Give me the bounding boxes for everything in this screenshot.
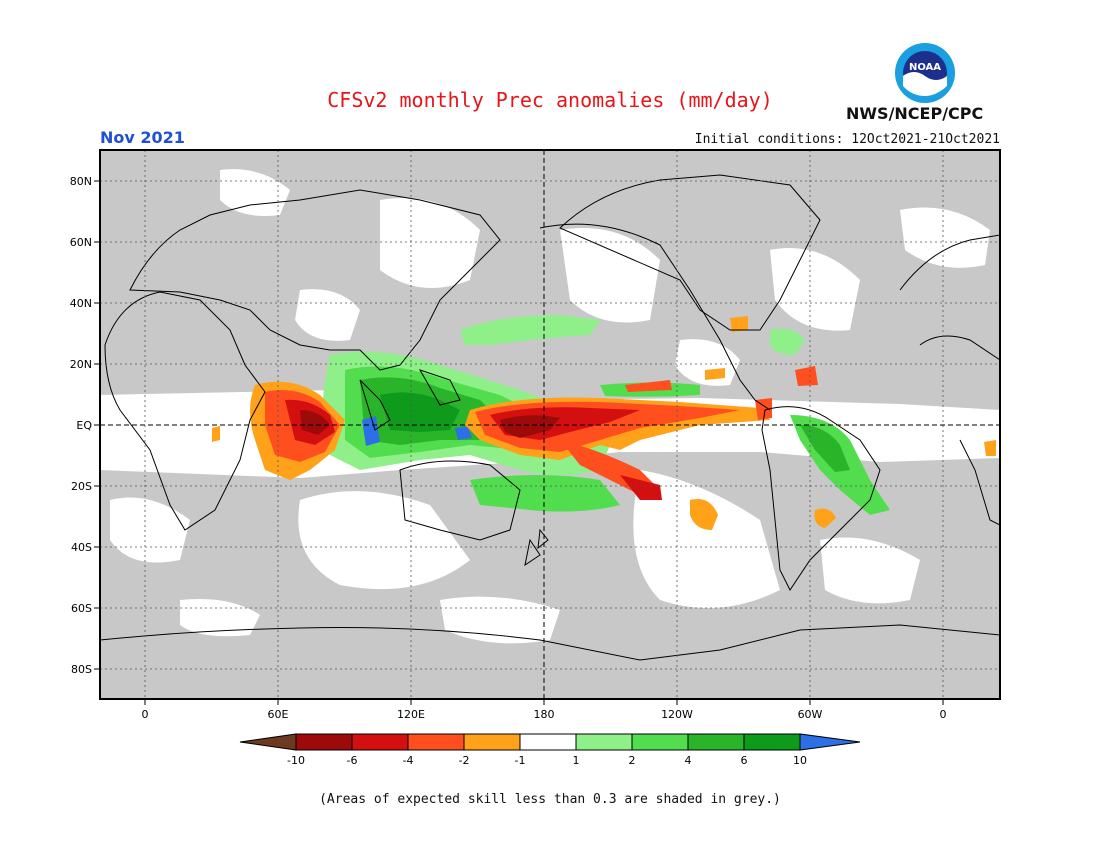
legend-swatch [687, 733, 745, 751]
legend-label: -10 [287, 754, 305, 767]
legend-label: -2 [459, 754, 470, 767]
skill-mask-background [100, 150, 1000, 699]
lat-label: 80S [71, 663, 92, 676]
legend-label: 10 [793, 754, 807, 767]
legend-label: 6 [741, 754, 748, 767]
legend-swatch [631, 733, 689, 751]
coastlines [100, 174, 1000, 661]
reference-lines [100, 150, 1000, 699]
legend-label: 1 [573, 754, 580, 767]
dry-anomalies [212, 316, 996, 530]
axis-ticks [94, 180, 944, 705]
lat-label: 20S [71, 480, 92, 493]
lon-label: 60E [268, 708, 289, 721]
legend-label: -4 [403, 754, 414, 767]
legend-label: -1 [515, 754, 526, 767]
legend-swatch [743, 733, 801, 751]
lat-label: 20N [70, 358, 92, 371]
map-frame [99, 149, 1001, 700]
legend-swatch [295, 733, 353, 751]
lon-label: 120E [397, 708, 425, 721]
anomaly-fields [100, 169, 1000, 661]
forecast-month: Nov 2021 [100, 128, 185, 147]
legend-swatch-gt10 [799, 733, 861, 751]
legend-swatch-lt-minus10 [239, 733, 297, 751]
longitude-labels: 0 60E 120E 180 120W 60W 0 [142, 708, 947, 721]
lat-label: 60N [70, 236, 92, 249]
chart-title: CFSv2 monthly Prec anomalies (mm/day) [327, 88, 773, 112]
legend-labels: -10 -6 -4 -2 -1 1 2 4 6 10 [287, 754, 807, 767]
legend-label: 4 [685, 754, 692, 767]
lat-label: 80N [70, 175, 92, 188]
legend-swatch [463, 733, 521, 751]
lat-label: 40N [70, 297, 92, 310]
legend-swatch [351, 733, 409, 751]
initial-conditions: Initial conditions: 12Oct2021-21Oct2021 [694, 132, 1000, 147]
lon-label: 180 [534, 708, 555, 721]
skill-caption: (Areas of expected skill less than 0.3 a… [319, 792, 781, 807]
legend-label: -6 [347, 754, 358, 767]
legend-swatch [519, 733, 577, 751]
legend-swatch [407, 733, 465, 751]
lon-label: 0 [940, 708, 947, 721]
agency-label: NWS/NCEP/CPC [846, 104, 984, 123]
legend-label: 2 [629, 754, 636, 767]
lat-label: 40S [71, 541, 92, 554]
color-legend [239, 733, 861, 751]
legend-swatch [575, 733, 633, 751]
latitude-labels: 80N 60N 40N 20N EQ 20S 40S 60S 80S [70, 175, 93, 676]
lat-label: EQ [76, 419, 92, 432]
lat-label: 60S [71, 602, 92, 615]
graticule [100, 150, 1000, 699]
lon-label: 60W [798, 708, 823, 721]
wet-anomalies [322, 315, 890, 515]
noaa-logo: NOAA [895, 43, 955, 103]
lon-label: 120W [661, 708, 693, 721]
noaa-logo-text: NOAA [909, 62, 941, 73]
white-patches [100, 169, 1000, 644]
lon-label: 0 [142, 708, 149, 721]
